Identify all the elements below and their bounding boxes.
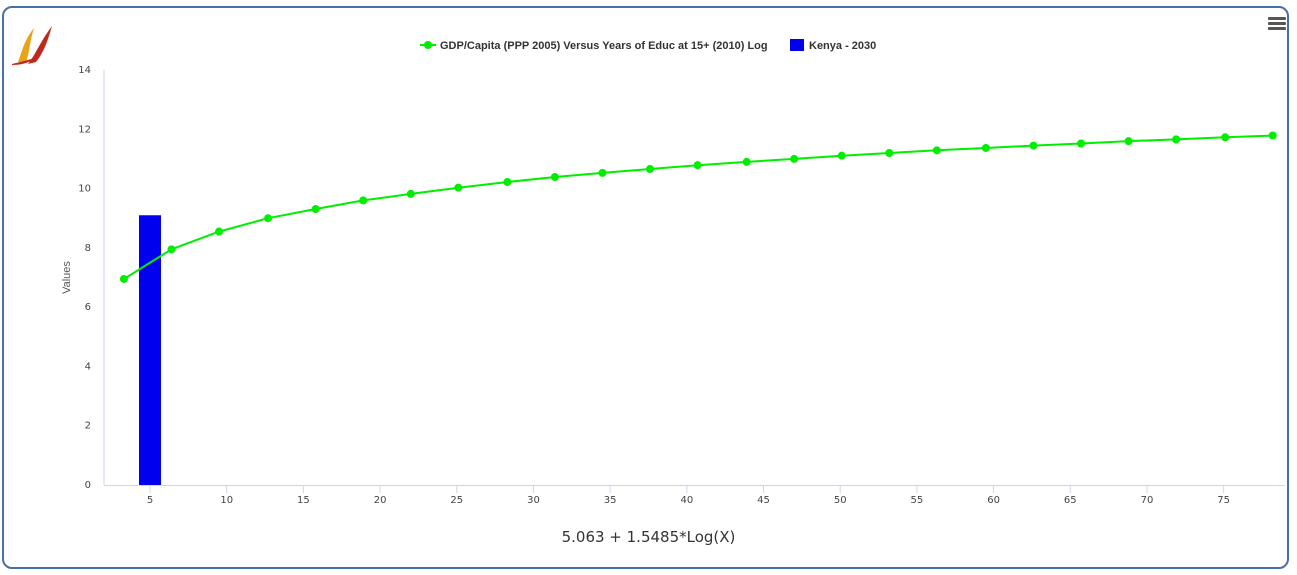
line-point xyxy=(550,173,559,182)
line-point xyxy=(1077,139,1086,148)
legend-label-kenya: Kenya - 2030 xyxy=(809,40,876,52)
legend-bar-marker xyxy=(790,39,804,51)
flame-logo-icon xyxy=(12,26,52,65)
y-tick-label: 10 xyxy=(78,184,91,195)
x-tick-label: 30 xyxy=(527,495,540,506)
y-tick-label: 0 xyxy=(85,480,91,491)
line-point xyxy=(503,178,512,187)
line-point xyxy=(598,168,607,177)
x-tick-label: 20 xyxy=(374,495,387,506)
y-tick-label: 4 xyxy=(85,361,91,372)
line-point xyxy=(693,161,702,170)
line-point xyxy=(742,157,751,166)
line-point xyxy=(1029,141,1038,150)
line-point xyxy=(1124,137,1133,146)
x-tick-label: 75 xyxy=(1217,495,1230,506)
hamburger-menu-icon[interactable] xyxy=(1268,17,1286,33)
line-point xyxy=(790,154,799,163)
legend-line-dot xyxy=(424,41,432,49)
y-axis-title: Values xyxy=(61,261,73,294)
x-tick-label: 15 xyxy=(297,495,310,506)
y-tick-label: 8 xyxy=(85,243,91,254)
y-tick-label: 2 xyxy=(85,421,91,432)
x-tick-label: 5 xyxy=(147,495,153,506)
line-point xyxy=(885,149,894,157)
line-point xyxy=(119,274,128,283)
line-point xyxy=(359,196,368,205)
line-point xyxy=(1268,131,1277,140)
line-point xyxy=(454,183,463,192)
y-tick-label: 12 xyxy=(78,124,91,135)
line-point xyxy=(646,165,655,174)
x-tick-label: 50 xyxy=(834,495,847,506)
line-point xyxy=(932,146,941,155)
x-tick-label: 45 xyxy=(757,495,770,506)
x-tick-label: 60 xyxy=(987,495,1000,506)
line-point xyxy=(981,143,990,152)
regression-formula: 5.063 + 1.5485*Log(X) xyxy=(561,528,736,546)
line-point xyxy=(1221,133,1230,142)
line-point xyxy=(167,245,176,254)
line-point xyxy=(406,189,415,198)
x-tick-label: 70 xyxy=(1141,495,1154,506)
line-point xyxy=(264,214,273,223)
chart-container xyxy=(2,6,1289,569)
x-tick-label: 35 xyxy=(604,495,617,506)
line-point xyxy=(1172,135,1181,144)
x-tick-label: 10 xyxy=(220,495,233,506)
line-point xyxy=(215,227,224,236)
line-point xyxy=(311,205,320,214)
line-point xyxy=(837,151,846,160)
bar-kenya-2030 xyxy=(139,215,162,485)
y-tick-label: 6 xyxy=(85,302,91,313)
line-series-gdp xyxy=(123,134,1273,280)
x-tick-label: 65 xyxy=(1064,495,1077,506)
x-tick-label: 40 xyxy=(680,495,693,506)
x-tick-label: 25 xyxy=(450,495,463,506)
x-tick-label: 55 xyxy=(911,495,924,506)
legend-label-gdp: GDP/Capita (PPP 2005) Versus Years of Ed… xyxy=(440,40,768,52)
y-tick-label: 14 xyxy=(78,65,91,76)
